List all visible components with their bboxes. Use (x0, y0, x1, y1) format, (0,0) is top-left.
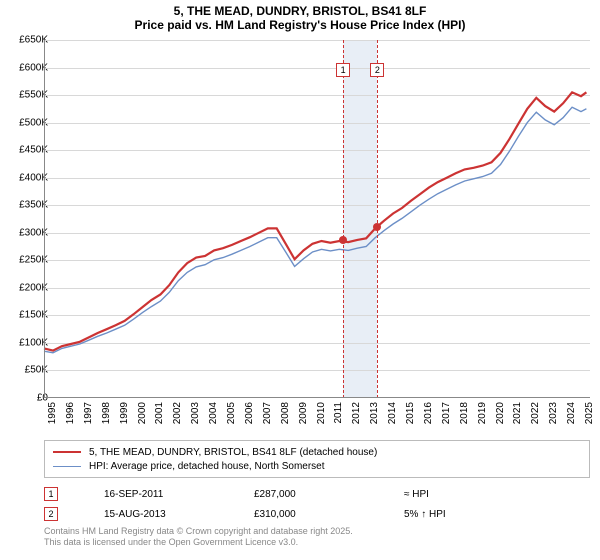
x-tick-label: 2023 (548, 402, 559, 424)
chart-container: 5, THE MEAD, DUNDRY, BRISTOL, BS41 8LF P… (0, 0, 600, 560)
x-tick-label: 2022 (530, 402, 541, 424)
legend-label-hpi: HPI: Average price, detached house, Nort… (89, 461, 325, 472)
x-tick-label: 2013 (369, 402, 380, 424)
y-tick-label: £0 (6, 393, 48, 404)
y-tick-label: £600K (6, 62, 48, 73)
y-tick-label: £250K (6, 255, 48, 266)
swatch-hpi (53, 466, 81, 467)
x-tick-label: 2008 (280, 402, 291, 424)
x-tick-label: 2004 (208, 402, 219, 424)
y-tick-label: £650K (6, 35, 48, 46)
footer-line2: This data is licensed under the Open Gov… (44, 537, 590, 548)
sale-date-2: 15-AUG-2013 (104, 509, 254, 520)
x-tick-label: 2019 (477, 402, 488, 424)
title-address: 5, THE MEAD, DUNDRY, BRISTOL, BS41 8LF (0, 4, 600, 18)
axis-frame (44, 40, 590, 398)
y-tick-label: £100K (6, 337, 48, 348)
y-tick-label: £350K (6, 200, 48, 211)
series-legend-box: 5, THE MEAD, DUNDRY, BRISTOL, BS41 8LF (… (44, 440, 590, 478)
x-tick-label: 2018 (459, 402, 470, 424)
x-tick-label: 2010 (316, 402, 327, 424)
x-tick-label: 2007 (262, 402, 273, 424)
x-tick-label: 2020 (495, 402, 506, 424)
sale-row-2: 2 15-AUG-2013 £310,000 5% ↑ HPI (44, 504, 590, 524)
x-tick-label: 2024 (566, 402, 577, 424)
title-subtitle: Price paid vs. HM Land Registry's House … (0, 18, 600, 32)
plot-area: 12 (44, 40, 590, 398)
y-tick-label: £450K (6, 145, 48, 156)
y-tick-label: £150K (6, 310, 48, 321)
sale-marker-2: 2 (44, 507, 58, 521)
swatch-property (53, 451, 81, 453)
x-tick-label: 2005 (226, 402, 237, 424)
x-tick-label: 2017 (441, 402, 452, 424)
x-tick-label: 2016 (423, 402, 434, 424)
x-tick-label: 1996 (65, 402, 76, 424)
y-tick-label: £50K (6, 365, 48, 376)
sale-row-1: 1 16-SEP-2011 £287,000 ≈ HPI (44, 484, 590, 504)
x-tick-label: 2015 (405, 402, 416, 424)
x-tick-label: 1998 (101, 402, 112, 424)
x-tick-label: 2003 (190, 402, 201, 424)
x-tick-label: 2021 (512, 402, 523, 424)
title-block: 5, THE MEAD, DUNDRY, BRISTOL, BS41 8LF P… (0, 0, 600, 34)
sale-marker-1: 1 (44, 487, 58, 501)
y-tick-label: £500K (6, 117, 48, 128)
footer-line1: Contains HM Land Registry data © Crown c… (44, 526, 590, 537)
x-tick-label: 2014 (387, 402, 398, 424)
x-tick-label: 2025 (584, 402, 595, 424)
sale-date-1: 16-SEP-2011 (104, 489, 254, 500)
legend-row-property: 5, THE MEAD, DUNDRY, BRISTOL, BS41 8LF (… (53, 445, 581, 459)
legend-label-property: 5, THE MEAD, DUNDRY, BRISTOL, BS41 8LF (… (89, 447, 377, 458)
sale-vs-hpi-1: ≈ HPI (404, 489, 590, 500)
sale-vs-hpi-2: 5% ↑ HPI (404, 509, 590, 520)
x-tick-label: 1995 (47, 402, 58, 424)
sale-price-1: £287,000 (254, 489, 404, 500)
x-tick-label: 1997 (83, 402, 94, 424)
legend-block: 5, THE MEAD, DUNDRY, BRISTOL, BS41 8LF (… (44, 440, 590, 524)
y-tick-label: £400K (6, 172, 48, 183)
x-tick-label: 2000 (137, 402, 148, 424)
x-tick-label: 2001 (154, 402, 165, 424)
x-tick-label: 1999 (119, 402, 130, 424)
y-tick-label: £200K (6, 282, 48, 293)
x-tick-label: 2012 (351, 402, 362, 424)
y-tick-label: £300K (6, 227, 48, 238)
x-tick-label: 2002 (172, 402, 183, 424)
x-tick-label: 2011 (333, 402, 344, 424)
sale-price-2: £310,000 (254, 509, 404, 520)
legend-row-hpi: HPI: Average price, detached house, Nort… (53, 459, 581, 473)
x-tick-label: 2006 (244, 402, 255, 424)
y-tick-label: £550K (6, 90, 48, 101)
x-tick-label: 2009 (298, 402, 309, 424)
footer-attribution: Contains HM Land Registry data © Crown c… (44, 526, 590, 548)
